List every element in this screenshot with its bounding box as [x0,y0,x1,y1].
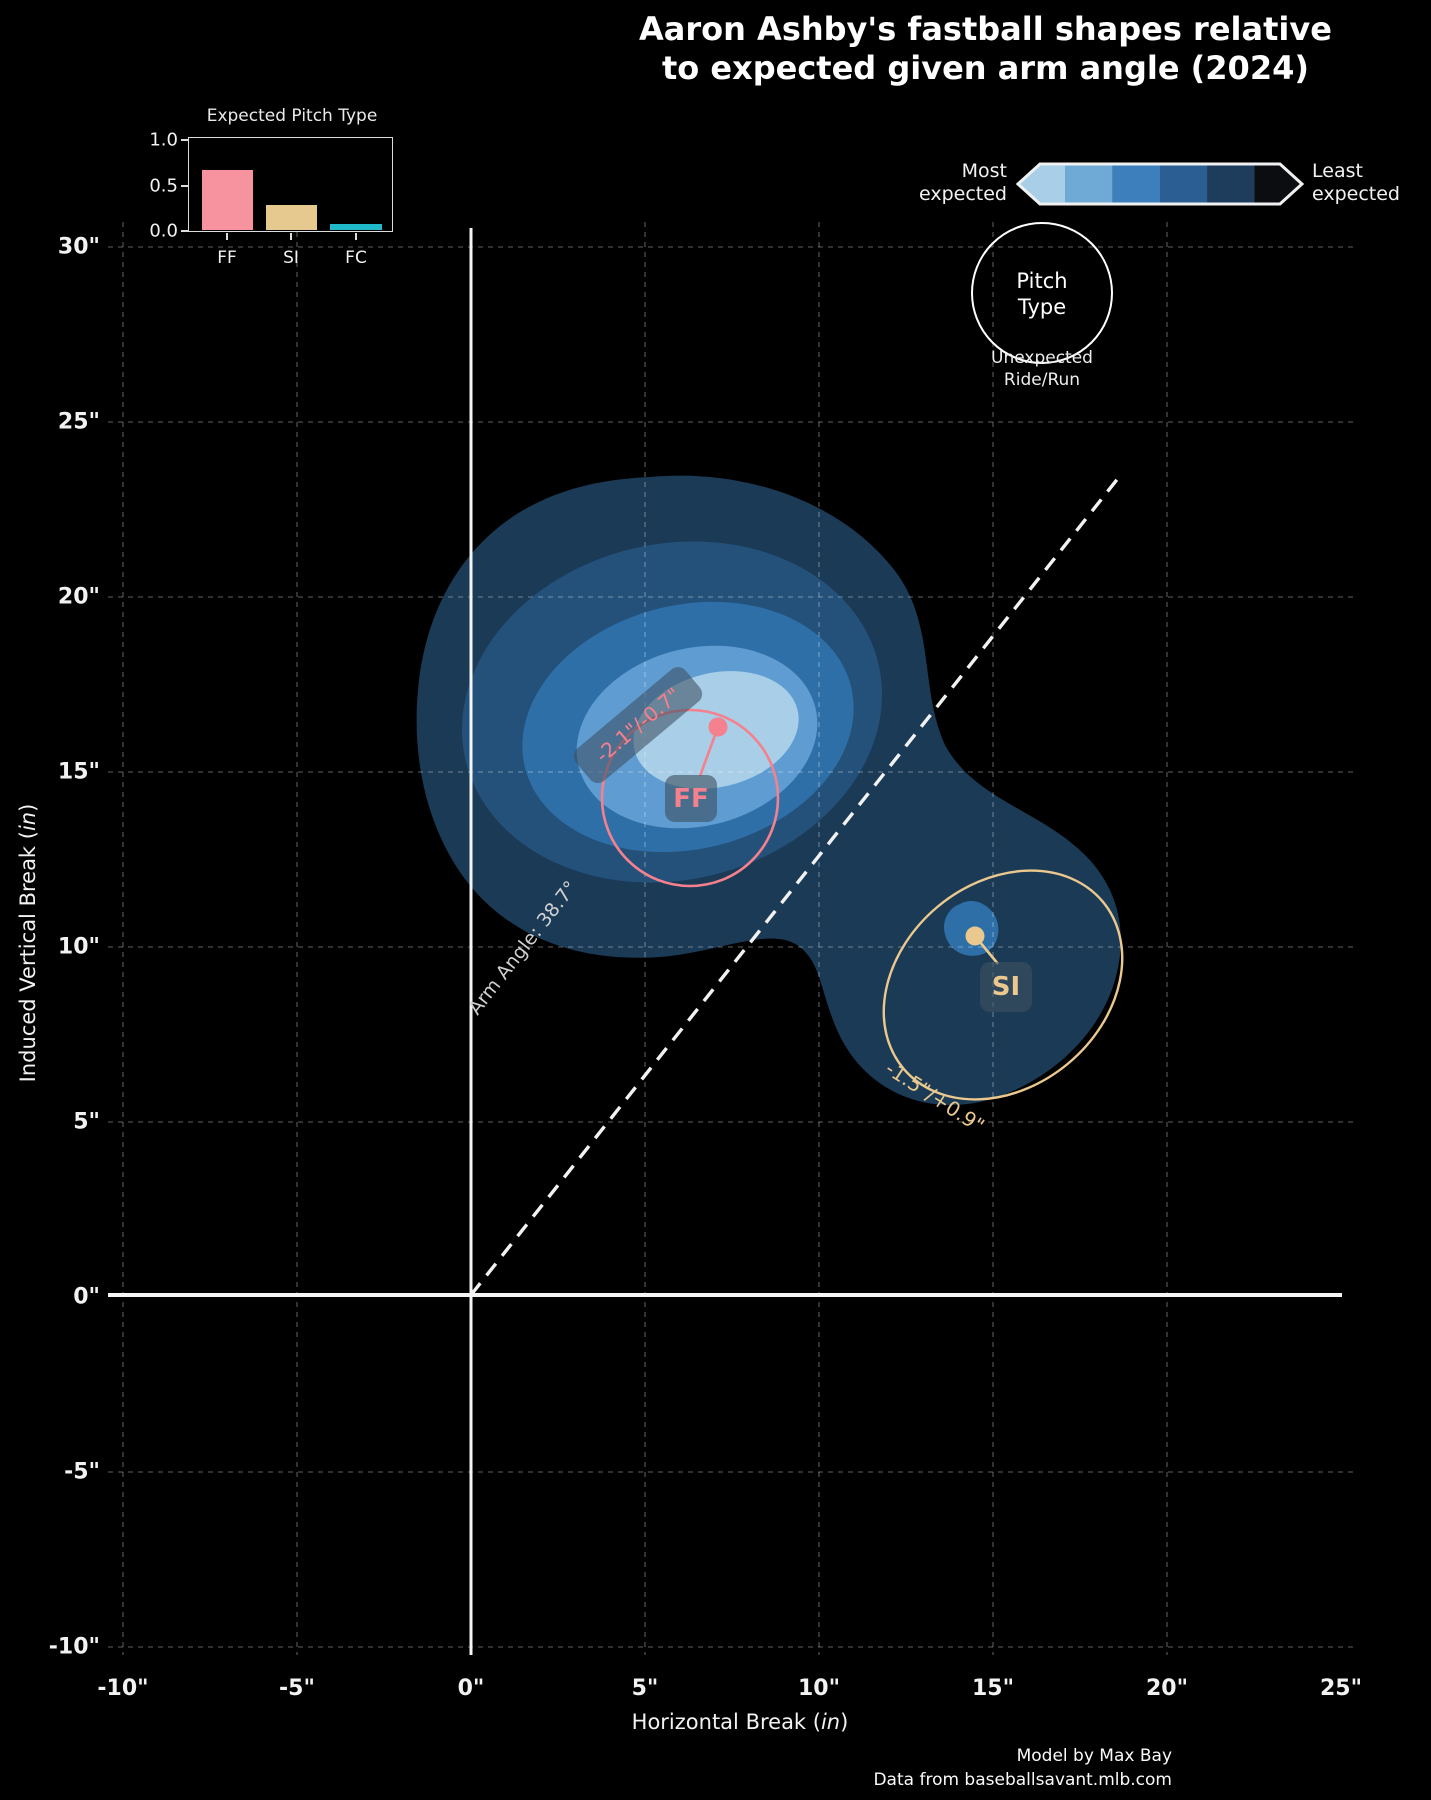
inset-bar-fc [330,224,382,230]
colorbar-most-label: Most expected [883,160,1007,206]
x-tick-10: 10" [797,1676,841,1701]
inset-ytick-2: 0.5 [149,175,178,197]
pitch-type-legend-line1: Pitch [1016,269,1068,293]
si-actual-marker [965,926,985,946]
inset-title: Expected Pitch Type [206,106,378,126]
y-tick-20: 20" [57,584,100,610]
legend-note-line2: Ride/Run [1003,370,1081,390]
pitch-type-legend-title: Pitch Type [1016,268,1067,320]
legend-note-line1: Unexpected [991,348,1093,368]
inset-xtickmark-fc [355,233,357,240]
si-pitch-label: SI [980,962,1032,1012]
y-tick-30: 30" [57,234,100,260]
footer-credit-model: Model by Max Bay [1016,1746,1172,1766]
inset-ytickmark-2 [181,185,188,187]
inset-ytick-3: 0.0 [149,220,178,242]
x-tick-20: 20" [1145,1676,1189,1701]
y-tick-neg10: -10" [48,1634,100,1660]
si-pitch-label-text: SI [991,972,1021,1002]
x-tick-25: 25" [1319,1676,1363,1701]
x-axis-title: Horizontal Break (in) [632,1710,849,1734]
inset-ytickmark-1 [181,139,188,141]
x-tick-neg10: -10" [97,1676,149,1701]
y-axis-title-prefix: Induced Vertical Break ( [16,831,40,1083]
y-tick-25: 25" [57,409,100,435]
title-line-2: to expected given arm angle (2024) [661,49,1309,87]
inset-bar-ff [202,170,253,230]
si-expected-ellipse [882,869,1124,1101]
colorbar-least-line1: Least [1312,160,1363,182]
inset-axes-box [188,137,393,232]
colorbar-least-line2: expected [1312,183,1400,205]
inset-xtick-ff: FF [217,248,237,268]
page-title: Aaron Ashby's fastball shapes relative t… [639,10,1332,88]
x-axis-title-suffix: ) [840,1710,849,1734]
y-tick-0: 0" [73,1284,100,1310]
x-tick-15: 15" [971,1676,1015,1701]
x-tick-0: 0" [457,1676,485,1701]
x-axis-title-unit: in [820,1710,841,1734]
colorbar-most-line2: expected [919,183,1007,205]
pitch-type-legend-line2: Type [1017,295,1067,319]
ff-expected-circle [600,708,780,888]
y-tick-neg5: -5" [64,1459,100,1485]
pitch-type-legend-note: Unexpected Ride/Run [991,347,1093,391]
inset-ytickmark-3 [181,230,188,232]
colorbar-least-label: Least expected [1312,160,1400,206]
colorbar-most-line1: Most [961,160,1007,182]
inset-bar-si [266,205,317,230]
colorbar-segments [1018,164,1302,204]
y-axis-title-suffix: ) [16,803,40,812]
inset-xtickmark-si [290,233,292,240]
footer-credit-data: Data from baseballsavant.mlb.com [873,1770,1172,1790]
y-axis-title: Induced Vertical Break (in) [16,804,40,1083]
x-tick-5: 5" [631,1676,659,1701]
colorbar-arrow [1015,162,1305,206]
y-tick-5: 5" [73,1109,100,1135]
inset-xtick-fc: FC [345,248,367,268]
inset-xtick-si: SI [283,248,299,268]
x-tick-neg5: -5" [279,1676,315,1701]
pitch-type-legend-circle [971,222,1113,364]
title-line-1: Aaron Ashby's fastball shapes relative [639,10,1332,48]
y-axis-title-unit: in [16,811,40,832]
inset-ytick-1: 1.0 [149,129,178,151]
ff-actual-marker [708,717,728,737]
colorbar-outline [1015,162,1305,206]
ff-pitch-label-text: FF [673,783,709,814]
inset-xtickmark-ff [226,233,228,240]
x-axis-title-prefix: Horizontal Break ( [631,1710,821,1734]
gridlines [108,222,1355,1655]
ff-pitch-label: FF [665,775,717,822]
y-tick-10: 10" [57,934,100,960]
y-tick-15: 15" [57,759,100,785]
